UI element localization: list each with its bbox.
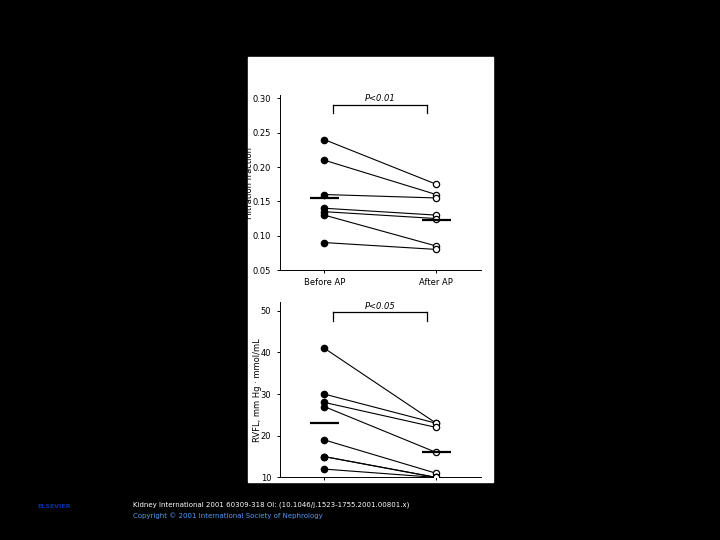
Text: Copyright © 2001 International Society of Nephrology: Copyright © 2001 International Society o… — [133, 512, 323, 518]
Y-axis label: Filtration fraction: Filtration fraction — [246, 146, 254, 219]
Y-axis label: RVFL, mm Hg · mmol/mL: RVFL, mm Hg · mmol/mL — [253, 338, 262, 442]
Text: A: A — [239, 83, 248, 93]
Text: ELSEVIER: ELSEVIER — [37, 504, 71, 509]
Text: Figure 4: Figure 4 — [342, 23, 398, 37]
Text: Kidney International 2001 60309-318 OI: (10.1046/j.1523-1755.2001.00801.x): Kidney International 2001 60309-318 OI: … — [133, 501, 410, 508]
Text: B: B — [239, 291, 248, 301]
Text: P<0.05: P<0.05 — [365, 302, 395, 310]
Text: P<0.01: P<0.01 — [365, 94, 395, 103]
